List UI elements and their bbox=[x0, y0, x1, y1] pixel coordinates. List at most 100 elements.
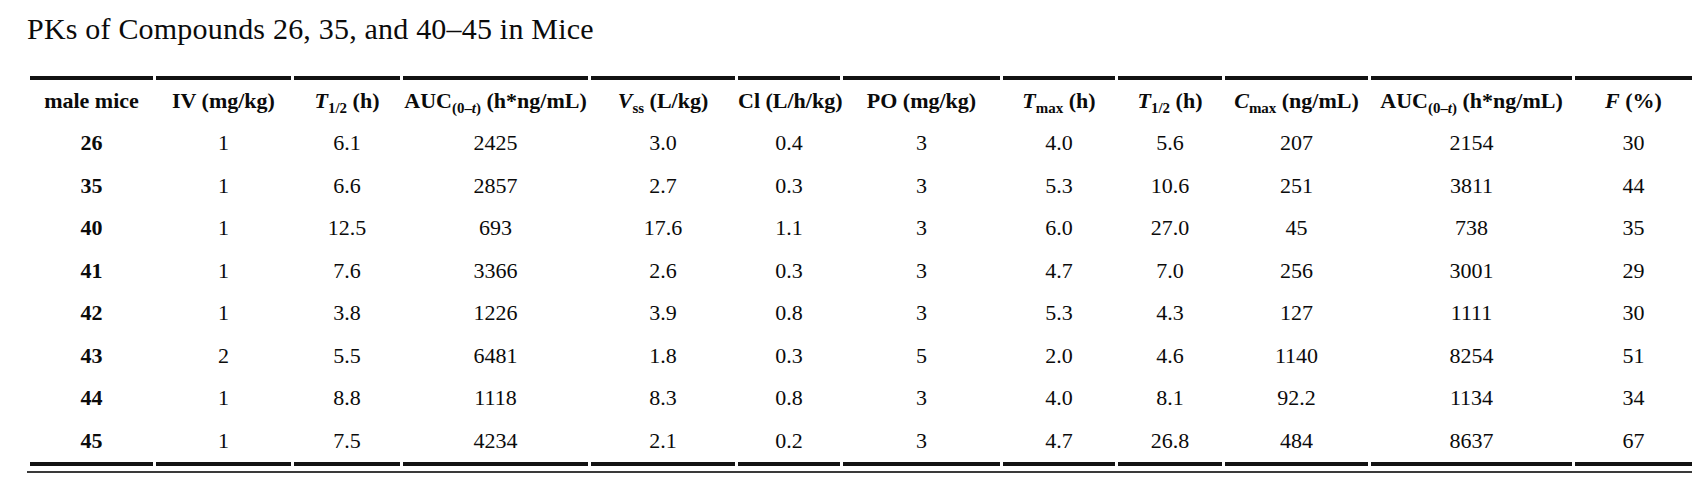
table-cell: 1134 bbox=[1371, 377, 1572, 420]
table-cell: 0.3 bbox=[738, 335, 840, 378]
table-cell: 26.8 bbox=[1118, 420, 1222, 467]
table-cell: 12.5 bbox=[294, 207, 400, 250]
table-row: 4517.542342.10.234.726.8484863767 bbox=[30, 420, 1692, 467]
table-cell: 3366 bbox=[403, 250, 588, 293]
table-cell: 207 bbox=[1225, 122, 1368, 165]
table-cell: 29 bbox=[1575, 250, 1692, 293]
table-cell: 1 bbox=[156, 250, 291, 293]
table-cell: 0.3 bbox=[738, 250, 840, 293]
header-text-segment: (h) bbox=[1170, 88, 1202, 113]
compound-id: 35 bbox=[30, 165, 153, 208]
table-cell: 2.7 bbox=[591, 165, 735, 208]
table-cell: 127 bbox=[1225, 292, 1368, 335]
table-body: 2616.124253.00.434.05.62072154303516.628… bbox=[30, 122, 1692, 466]
pk-table: male mice IV (mg/kg) T1/2 (h) AUC(0–t) (… bbox=[27, 76, 1695, 466]
table-cell: 3.0 bbox=[591, 122, 735, 165]
table-cell: 3 bbox=[843, 292, 1000, 335]
header-text-segment: T bbox=[1138, 88, 1151, 113]
table-cell: 1 bbox=[156, 207, 291, 250]
table-cell: 1 bbox=[156, 420, 291, 467]
table-cell: 2.0 bbox=[1003, 335, 1115, 378]
header-text-segment: (0– bbox=[1428, 100, 1448, 116]
table-row: 2616.124253.00.434.05.6207215430 bbox=[30, 122, 1692, 165]
table-cell: 3 bbox=[843, 377, 1000, 420]
table-cell: 0.4 bbox=[738, 122, 840, 165]
header-text-segment: IV (mg/kg) bbox=[172, 88, 275, 113]
table-cell: 3.9 bbox=[591, 292, 735, 335]
table-row: 4325.564811.80.352.04.61140825451 bbox=[30, 335, 1692, 378]
table-cell: 30 bbox=[1575, 292, 1692, 335]
table-cell: 1 bbox=[156, 292, 291, 335]
header-po-t-half: T1/2 (h) bbox=[1118, 76, 1222, 122]
table-cell: 4.7 bbox=[1003, 420, 1115, 467]
header-po-dose: PO (mg/kg) bbox=[843, 76, 1000, 122]
compound-id: 43 bbox=[30, 335, 153, 378]
header-bioavailability: F (%) bbox=[1575, 76, 1692, 122]
table-cell: 3 bbox=[843, 207, 1000, 250]
compound-id: 41 bbox=[30, 250, 153, 293]
header-text-segment: C bbox=[1234, 88, 1249, 113]
header-cmax: Cmax (ng/mL) bbox=[1225, 76, 1368, 122]
header-iv-t-half: T1/2 (h) bbox=[294, 76, 400, 122]
table-cell: 3001 bbox=[1371, 250, 1572, 293]
table-cell: 4.0 bbox=[1003, 377, 1115, 420]
header-text-segment: (h*ng/mL) bbox=[481, 88, 587, 113]
header-text-segment: ss bbox=[632, 100, 644, 116]
table-row: 40112.569317.61.136.027.04573835 bbox=[30, 207, 1692, 250]
table-cell: 5 bbox=[843, 335, 1000, 378]
table-cell: 256 bbox=[1225, 250, 1368, 293]
table-cell: 1.1 bbox=[738, 207, 840, 250]
table-cell: 27.0 bbox=[1118, 207, 1222, 250]
header-iv-auc: AUC(0–t) (h*ng/mL) bbox=[403, 76, 588, 122]
table-cell: 10.6 bbox=[1118, 165, 1222, 208]
header-text-segment: max bbox=[1036, 100, 1063, 116]
table-cell: 2425 bbox=[403, 122, 588, 165]
header-clearance: Cl (L/h/kg) bbox=[738, 76, 840, 122]
table-cell: 3811 bbox=[1371, 165, 1572, 208]
header-text-segment: male mice bbox=[44, 88, 139, 113]
header-text-segment: T bbox=[1022, 88, 1035, 113]
table-cell: 35 bbox=[1575, 207, 1692, 250]
table-cell: 3 bbox=[843, 250, 1000, 293]
table-cell: 251 bbox=[1225, 165, 1368, 208]
table-cell: 4.3 bbox=[1118, 292, 1222, 335]
table-row: 3516.628572.70.335.310.6251381144 bbox=[30, 165, 1692, 208]
table-cell: 4.6 bbox=[1118, 335, 1222, 378]
table-cell: 44 bbox=[1575, 165, 1692, 208]
table-row: 4213.812263.90.835.34.3127111130 bbox=[30, 292, 1692, 335]
table-cell: 6.1 bbox=[294, 122, 400, 165]
table-cell: 8.1 bbox=[1118, 377, 1222, 420]
table-cell: 4.7 bbox=[1003, 250, 1115, 293]
header-text-segment: AUC bbox=[404, 88, 452, 113]
table-bottom-thin-rule bbox=[27, 471, 1692, 473]
header-text-segment: (h*ng/mL) bbox=[1457, 88, 1563, 113]
table-cell: 7.6 bbox=[294, 250, 400, 293]
header-text-segment: (h) bbox=[347, 88, 379, 113]
table-row: 4117.633662.60.334.77.0256300129 bbox=[30, 250, 1692, 293]
header-male-mice: male mice bbox=[30, 76, 153, 122]
table-cell: 67 bbox=[1575, 420, 1692, 467]
table-cell: 6481 bbox=[403, 335, 588, 378]
header-tmax: Tmax (h) bbox=[1003, 76, 1115, 122]
table-cell: 51 bbox=[1575, 335, 1692, 378]
header-text-segment: (ng/mL) bbox=[1276, 88, 1359, 113]
table-cell: 484 bbox=[1225, 420, 1368, 467]
table-cell: 0.3 bbox=[738, 165, 840, 208]
header-text-segment: 1/2 bbox=[1151, 100, 1170, 116]
header-text-segment: V bbox=[618, 88, 633, 113]
table-cell: 4234 bbox=[403, 420, 588, 467]
table-cell: 8.3 bbox=[591, 377, 735, 420]
table-cell: 1111 bbox=[1371, 292, 1572, 335]
table-cell: 2857 bbox=[403, 165, 588, 208]
table-cell: 1118 bbox=[403, 377, 588, 420]
header-text-segment: PO (mg/kg) bbox=[867, 88, 976, 113]
table-cell: 0.8 bbox=[738, 377, 840, 420]
header-text-segment: Cl (L/h/kg) bbox=[738, 88, 843, 113]
header-text-segment: 1/2 bbox=[328, 100, 347, 116]
compound-id: 40 bbox=[30, 207, 153, 250]
table-cell: 6.6 bbox=[294, 165, 400, 208]
table-cell: 0.2 bbox=[738, 420, 840, 467]
table-cell: 3.8 bbox=[294, 292, 400, 335]
table-cell: 3 bbox=[843, 122, 1000, 165]
table-cell: 5.6 bbox=[1118, 122, 1222, 165]
